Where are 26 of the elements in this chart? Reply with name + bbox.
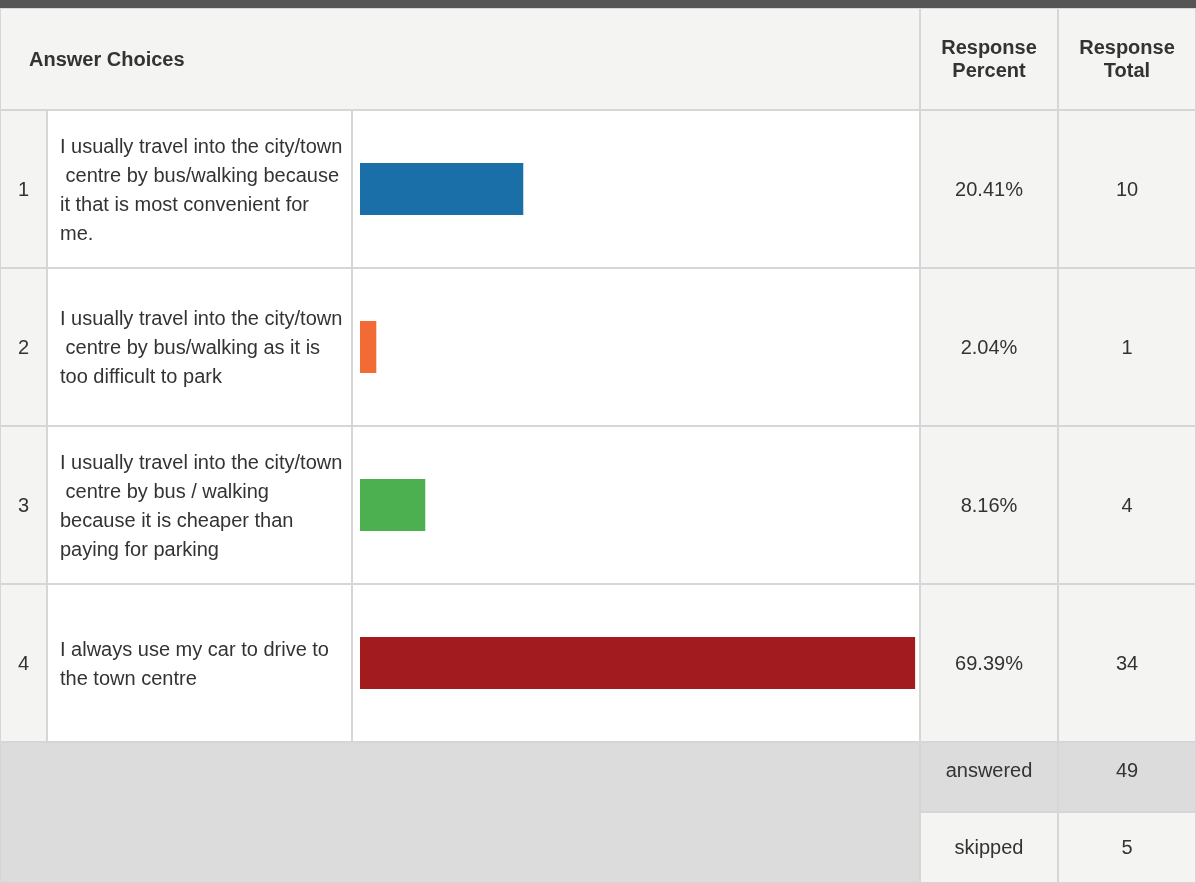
data-label: 8.16% — [920, 426, 1058, 584]
text: Response Total — [1058, 8, 1196, 110]
bar — [360, 321, 377, 373]
text: 2 — [0, 268, 47, 426]
text: 4 — [1058, 426, 1196, 584]
text: 49 — [1058, 742, 1196, 812]
text: 10 — [1058, 110, 1196, 268]
text: 3 — [0, 426, 47, 584]
y-tick-label: I usually travel into the city/town centre by bus/walking as it is too difficult to park — [60, 307, 343, 387]
text: 1 — [1058, 268, 1196, 426]
y-tick-label: I usually travel into the city/town centre by bus / walking because it is cheaper than paying for parking — [60, 450, 343, 560]
text: answered — [920, 742, 1058, 812]
text: 5 — [1058, 812, 1196, 883]
bar — [360, 163, 524, 215]
text: Response Percent — [920, 8, 1058, 110]
y-tick-label: I always use my car to drive to the town centre — [60, 637, 335, 689]
data-label: 2.04% — [920, 268, 1058, 426]
bar — [360, 479, 426, 531]
text: 34 — [1058, 584, 1196, 742]
data-label: 69.39% — [920, 584, 1058, 742]
y-tick-label: I usually travel into the city/town centre by bus/walking because it that is most convenient for me. — [60, 134, 345, 244]
text: Answer Choices — [0, 8, 920, 110]
data-label: 20.41% — [920, 110, 1058, 268]
text: 1 — [0, 110, 47, 268]
text: skipped — [920, 812, 1058, 883]
text: 4 — [0, 584, 47, 742]
